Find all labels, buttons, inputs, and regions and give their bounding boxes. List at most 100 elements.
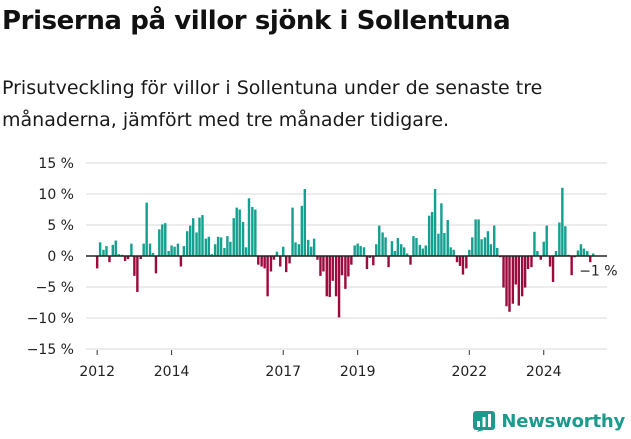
y-tick-label: 5 % xyxy=(47,218,74,234)
bar xyxy=(465,256,468,269)
bar xyxy=(582,248,586,256)
bar xyxy=(232,218,235,256)
bar xyxy=(427,215,431,256)
bar xyxy=(356,243,359,256)
bar xyxy=(328,256,331,297)
bar xyxy=(130,243,133,256)
bar xyxy=(480,239,483,256)
bar xyxy=(353,245,356,256)
bar xyxy=(151,252,155,256)
bar xyxy=(145,202,148,256)
bar xyxy=(350,256,353,265)
bar xyxy=(586,251,589,256)
bar xyxy=(294,242,297,256)
bar xyxy=(545,225,548,256)
bar xyxy=(393,251,397,256)
bar xyxy=(158,229,161,256)
bar xyxy=(179,256,183,267)
bar xyxy=(415,238,418,256)
bar xyxy=(579,244,583,256)
newsworthy-logo: Newsworthy xyxy=(472,409,625,433)
bar xyxy=(449,247,452,256)
bar xyxy=(108,256,111,263)
bar xyxy=(213,244,217,256)
bar xyxy=(421,248,424,256)
bar xyxy=(210,254,213,256)
bar xyxy=(418,244,422,256)
bar xyxy=(372,256,375,266)
bar xyxy=(269,256,273,272)
bar xyxy=(362,247,366,256)
bar xyxy=(409,256,412,265)
bar xyxy=(288,256,291,264)
bar xyxy=(570,256,573,276)
bar xyxy=(505,256,508,307)
bar xyxy=(191,218,195,256)
bar xyxy=(486,231,490,256)
bar xyxy=(226,236,229,256)
bar xyxy=(285,256,288,273)
bar xyxy=(489,244,493,256)
bar xyxy=(319,256,322,276)
bar xyxy=(523,256,527,288)
bar xyxy=(241,221,245,256)
bar xyxy=(136,256,139,292)
bar xyxy=(458,256,462,266)
bar xyxy=(98,242,102,256)
bar xyxy=(207,236,211,256)
bar xyxy=(526,256,530,270)
bar xyxy=(337,256,341,318)
bar xyxy=(334,256,338,297)
bar xyxy=(548,256,552,267)
bar xyxy=(561,187,564,256)
bar xyxy=(359,246,362,256)
bar xyxy=(275,251,279,256)
bar xyxy=(437,233,440,256)
y-tick-label: −5 % xyxy=(36,280,74,296)
bar xyxy=(102,249,105,256)
bar xyxy=(161,224,164,256)
bar xyxy=(251,207,254,256)
bar xyxy=(111,244,114,256)
bar xyxy=(405,253,409,256)
bar xyxy=(576,250,580,256)
bar xyxy=(496,247,499,256)
bar xyxy=(325,256,328,297)
bar xyxy=(300,205,304,256)
bar xyxy=(170,245,173,256)
x-tick-label: 2024 xyxy=(526,364,562,380)
bar xyxy=(216,236,220,256)
x-tick-label: 2019 xyxy=(340,364,376,380)
bar xyxy=(229,241,232,256)
bar xyxy=(471,237,474,256)
bar xyxy=(430,211,434,256)
bar xyxy=(254,209,257,256)
bar xyxy=(316,256,319,260)
bar xyxy=(201,215,204,256)
bar xyxy=(493,225,496,256)
bar xyxy=(223,247,226,256)
bar xyxy=(272,256,276,260)
bar xyxy=(126,256,130,260)
bar xyxy=(412,236,415,256)
bar xyxy=(142,243,145,256)
x-tick-label: 2017 xyxy=(265,364,301,380)
bar xyxy=(195,232,198,256)
bar xyxy=(306,239,310,256)
bar xyxy=(105,246,108,256)
bar xyxy=(279,256,282,267)
bar xyxy=(266,256,269,297)
bar xyxy=(424,245,427,256)
bar xyxy=(508,256,511,312)
bar xyxy=(452,249,455,256)
bar xyxy=(378,225,381,256)
bar xyxy=(400,244,403,256)
bar xyxy=(167,251,170,256)
bar xyxy=(533,231,536,256)
x-tick-label: 2022 xyxy=(451,364,487,380)
bar xyxy=(322,256,325,272)
bar xyxy=(551,256,555,283)
chart-title: Priserna på villor sjönk i Sollentuna xyxy=(2,6,511,36)
bar xyxy=(558,222,561,256)
bar xyxy=(133,256,136,276)
